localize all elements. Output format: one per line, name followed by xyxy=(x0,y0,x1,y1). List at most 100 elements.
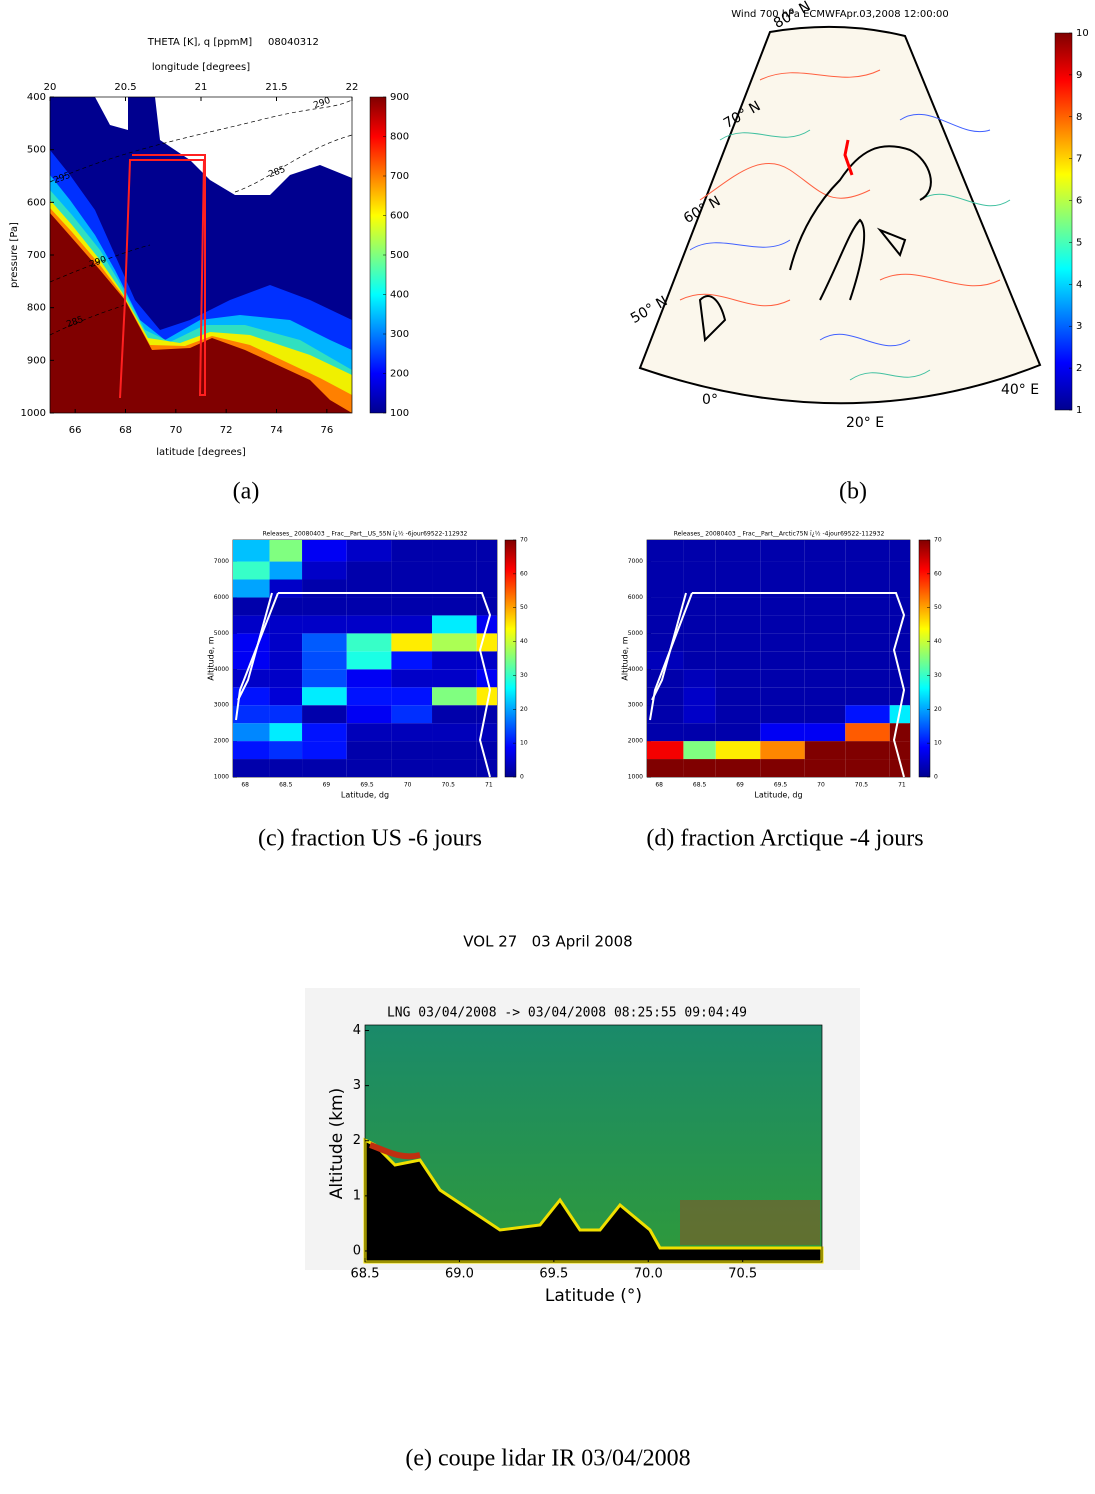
heatmap-cell xyxy=(804,561,846,580)
heatmap-cell xyxy=(804,723,846,742)
heatmap-cell xyxy=(391,615,433,634)
colorbar-tick-label: 0 xyxy=(520,774,524,781)
heatmap-cell xyxy=(760,633,805,652)
y-tick-label: 700 xyxy=(27,250,46,261)
y-tick-label: 3000 xyxy=(214,702,229,709)
heatmap-cell xyxy=(476,687,497,706)
heatmap-cell xyxy=(346,687,392,706)
heatmap-cell xyxy=(476,651,497,670)
heatmap-cell xyxy=(647,615,684,634)
x-tick-label: 69 xyxy=(736,782,744,789)
heatmap-cell xyxy=(889,651,910,670)
heatmap-cell xyxy=(889,561,910,580)
heatmap-cell xyxy=(804,687,846,706)
y-axis-label: pressure [Pa] xyxy=(9,222,20,288)
y-tick-label: 6000 xyxy=(214,594,229,601)
heatmap-cell xyxy=(391,723,433,742)
heatmap-cell xyxy=(804,651,846,670)
x-tick-label: 69.5 xyxy=(360,782,374,789)
y-tick-label: 4000 xyxy=(214,666,229,673)
heatmap-cell xyxy=(683,687,716,706)
y-tick-label: 3 xyxy=(353,1078,361,1093)
y-tick-label: 800 xyxy=(27,303,46,314)
colorbar-tick-label: 70 xyxy=(934,537,942,544)
heatmap-cell xyxy=(233,633,270,652)
heatmap-cell xyxy=(683,705,716,724)
heatmap-cell xyxy=(302,579,347,598)
x-tick-label: 70.5 xyxy=(728,1267,757,1282)
heatmap-cell xyxy=(391,633,433,652)
x-axis-label: Latitude, dg xyxy=(341,791,389,800)
heatmap-cell xyxy=(432,759,477,777)
heatmap-cell xyxy=(715,651,761,670)
heatmap-cell xyxy=(715,741,761,760)
heatmap-cell xyxy=(346,741,392,760)
colorbar-tick-label: 800 xyxy=(390,132,409,143)
heatmap-cell xyxy=(683,651,716,670)
heatmap-cell xyxy=(302,741,347,760)
heatmap-cell xyxy=(233,579,270,598)
x-tick-label: 69.5 xyxy=(539,1267,568,1282)
y-tick-label: 600 xyxy=(27,197,46,208)
map-field xyxy=(638,25,1042,405)
heatmap-cell xyxy=(760,615,805,634)
heatmap-cell xyxy=(889,579,910,598)
colorbar-tick-label: 40 xyxy=(934,638,942,645)
y-tick-label: 7000 xyxy=(628,558,643,565)
colorbar-tick-label: 7 xyxy=(1076,154,1082,165)
heatmap-cell xyxy=(302,723,347,742)
heatmap-cell xyxy=(391,561,433,580)
caption: (b) xyxy=(839,479,867,505)
colorbar-tick-label: 10 xyxy=(934,740,942,747)
x-tick-label: 70 xyxy=(817,782,825,789)
heatmap-cell xyxy=(715,597,761,616)
heatmap-cell xyxy=(845,579,890,598)
heatmap-cell xyxy=(391,741,433,760)
heatmap-cell xyxy=(432,741,477,760)
colorbar-tick-label: 600 xyxy=(390,211,409,222)
y-tick-label: 400 xyxy=(27,92,46,103)
heatmap-cell xyxy=(647,669,684,688)
x2-tick-label: 21 xyxy=(195,82,208,93)
heatmap-cell xyxy=(302,561,347,580)
y-tick-label: 6000 xyxy=(628,594,643,601)
y-tick-label: 7000 xyxy=(214,558,229,565)
colorbar-tick-label: 400 xyxy=(390,290,409,301)
heatmap-cell xyxy=(845,705,890,724)
heatmap-cell xyxy=(647,579,684,598)
heatmap-cell xyxy=(845,669,890,688)
colorbar-tick-label: 3 xyxy=(1076,321,1082,332)
heatmap-cell xyxy=(804,540,846,562)
heatmap-cell xyxy=(845,597,890,616)
longitude-label: 40° E xyxy=(1001,382,1039,398)
x-axis-label: Latitude, dg xyxy=(754,791,802,800)
longitude-label: 20° E xyxy=(846,415,884,431)
heatmap-cell xyxy=(269,633,303,652)
heatmap-cell xyxy=(233,723,270,742)
colorbar-tick-label: 10 xyxy=(1076,28,1089,39)
heatmap-cell xyxy=(233,759,270,777)
heatmap-cell xyxy=(889,741,910,760)
x-axis-label: Latitude (°) xyxy=(545,1286,642,1306)
colorbar-tick-label: 4 xyxy=(1076,279,1082,290)
heatmap-cell xyxy=(804,597,846,616)
heatmap-cell xyxy=(233,597,270,616)
heatmap-cell xyxy=(683,741,716,760)
heatmap-cell xyxy=(845,741,890,760)
heatmap-cell xyxy=(346,705,392,724)
heatmap-cell xyxy=(432,723,477,742)
heatmap-cell xyxy=(760,669,805,688)
x-tick-label: 70 xyxy=(169,425,182,436)
heatmap-cell xyxy=(432,615,477,634)
heatmap-cell xyxy=(889,759,910,777)
caption: (e) coupe lidar IR 03/04/2008 xyxy=(405,1446,690,1472)
chart-subtitle: LNG 03/04/2008 -> 03/04/2008 08:25:55 09… xyxy=(387,1006,747,1021)
heatmap-cell xyxy=(715,540,761,562)
heatmap-cell xyxy=(889,669,910,688)
heatmap-cell xyxy=(683,540,716,562)
heatmap-cell xyxy=(346,615,392,634)
colorbar-tick-label: 0 xyxy=(934,774,938,781)
x-tick-label: 71 xyxy=(898,782,906,789)
colorbar-tick-label: 6 xyxy=(1076,196,1082,207)
heatmap-cell xyxy=(233,561,270,580)
